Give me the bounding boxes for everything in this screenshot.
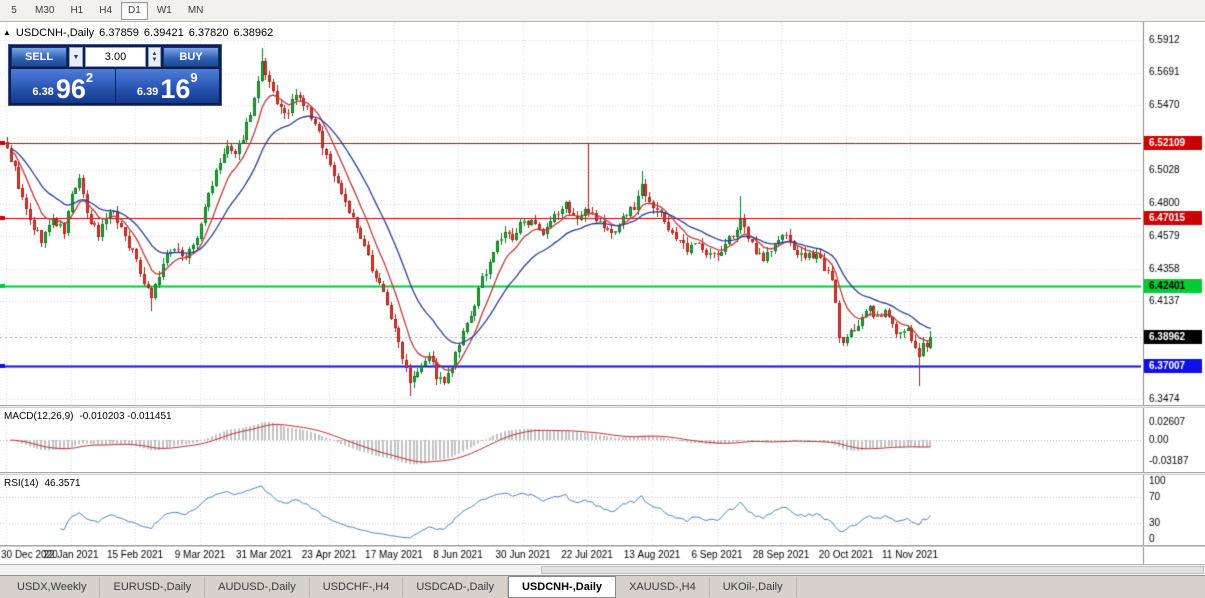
timeframe-button-h1[interactable]: H1 [63, 2, 90, 20]
buy-price-panel[interactable]: 6.39 16 9 [115, 69, 219, 104]
date-axis[interactable] [0, 547, 1205, 564]
chart-symbol-label: USDCNH-,Daily [15, 27, 95, 39]
chart-tab-usdchf-h4[interactable]: USDCHF-,H4 [310, 577, 404, 597]
chart-tab-xauusd-h4[interactable]: XAUUSD-,H4 [616, 577, 710, 597]
timeframe-button-mn[interactable]: MN [181, 2, 211, 20]
rsi-pane-divider[interactable] [0, 472, 1205, 475]
sell-price-pip-digit: 2 [85, 70, 94, 85]
date-axis-divider [0, 545, 1205, 547]
macd-title: MACD(12,26,9) [4, 411, 74, 422]
macd-pane-canvas[interactable] [0, 408, 1205, 472]
chart-tab-usdcnh-daily[interactable]: USDCNH-,Daily [507, 576, 617, 598]
sell-button[interactable]: SELL [11, 47, 67, 67]
scrollbar-thumb[interactable] [541, 566, 1204, 574]
sell-price-panel[interactable]: 6.38 96 2 [11, 69, 115, 103]
one-click-trading-panel: SELL ▼ ▲ ▼ BUY 6.38 96 2 6.39 16 9 [8, 44, 222, 106]
buy-price-big-digits: 16 [160, 74, 191, 104]
timeframe-button-d1[interactable]: D1 [121, 1, 148, 20]
timeframe-button-5[interactable]: 5 [2, 2, 26, 20]
timeframe-button-w1[interactable]: W1 [150, 2, 179, 20]
chart-tab-audusd-daily[interactable]: AUDUSD-,Daily [205, 577, 310, 597]
chart-window: ▲ USDCNH-,Daily 6.37859 6.39421 6.37820 … [0, 22, 1205, 598]
timeframe-toolbar: 5 M30 H1 H4 D1 W1 MN [0, 0, 1205, 22]
chart-tab-ukoil-daily[interactable]: UKOil-,Daily [710, 577, 797, 597]
spin-down-icon[interactable]: ▼ [151, 57, 158, 63]
one-click-controls-row: SELL ▼ ▲ ▼ BUY [11, 47, 219, 67]
macd-header: MACD(12,26,9) -0.010203 -0.011451 [4, 411, 172, 422]
rsi-value: 46.3571 [44, 478, 81, 489]
chevron-down-icon: ▼ [72, 53, 80, 61]
rsi-title: RSI(14) [4, 478, 39, 489]
chart-tab-usdcad-daily[interactable]: USDCAD-,Daily [403, 577, 508, 597]
ohlc-close-value: 6.38962 [233, 27, 274, 39]
ohlc-open-value: 6.37859 [99, 27, 139, 39]
rsi-pane-canvas[interactable] [0, 475, 1205, 545]
horizontal-scrollbar[interactable] [0, 564, 1205, 575]
buy-button[interactable]: BUY [163, 47, 219, 67]
spin-up-icon[interactable]: ▲ [151, 51, 158, 57]
one-click-collapse-icon[interactable]: ▲ [3, 28, 11, 37]
rsi-header: RSI(14) 46.3571 [4, 478, 81, 489]
chart-header: ▲ USDCNH-,Daily 6.37859 6.39421 6.37820 … [3, 27, 273, 39]
volume-dropdown-button[interactable]: ▼ [69, 47, 83, 67]
ohlc-low-value: 6.37820 [188, 27, 229, 39]
buy-price-prefix: 6.39 [136, 86, 159, 98]
sell-price-big-digits: 96 [55, 74, 86, 104]
chart-tabs-bar: USDX,Weekly EURUSD-,Daily AUDUSD-,Daily USD… [0, 575, 1205, 598]
chart-tab-usdx-weekly[interactable]: USDX,Weekly [4, 577, 101, 597]
chart-tab-eurusd-daily[interactable]: EURUSD-,Daily [100, 577, 206, 597]
timeframe-button-h4[interactable]: H4 [92, 2, 119, 20]
ohlc-high-value: 6.39421 [143, 27, 184, 39]
sell-price-prefix: 6.38 [32, 86, 54, 98]
one-click-prices-row: 6.38 96 2 6.39 16 9 [11, 69, 219, 103]
volume-input[interactable] [85, 47, 146, 67]
buy-price-pip-digit: 9 [190, 70, 198, 85]
volume-spinner[interactable]: ▲ ▼ [148, 47, 161, 67]
timeframe-button-m30[interactable]: M30 [28, 2, 61, 20]
macd-values: -0.010203 -0.011451 [79, 411, 172, 422]
macd-pane-divider[interactable] [0, 405, 1205, 408]
